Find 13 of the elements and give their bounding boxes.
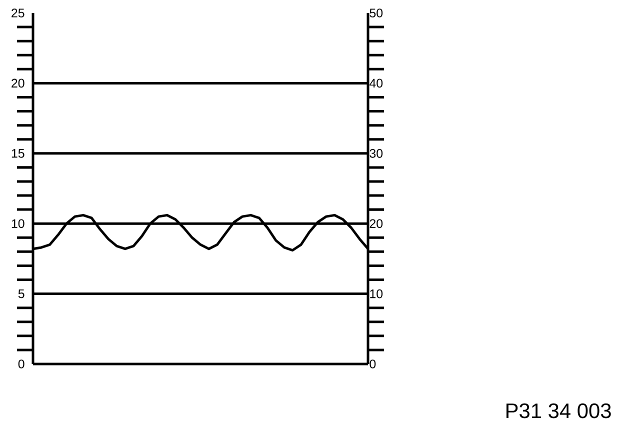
y-tick-label: 0: [18, 360, 24, 368]
y2-tick-label: 30: [370, 149, 383, 158]
y-tick-label: 20: [12, 78, 24, 88]
y2-tick-label: 50: [370, 8, 383, 18]
y2-tick-label: 20: [370, 219, 383, 228]
y-tick-label: 5: [18, 289, 24, 298]
y2-tick-label: 10: [370, 289, 383, 298]
y-tick-label: 10: [12, 219, 24, 228]
y-tick-label: 25: [12, 8, 24, 18]
y-tick-label: 15: [12, 149, 24, 158]
y2-tick-label: 40: [369, 78, 383, 88]
y2-tick-label: 0: [370, 360, 376, 368]
text: P31 34 003: [506, 403, 611, 418]
